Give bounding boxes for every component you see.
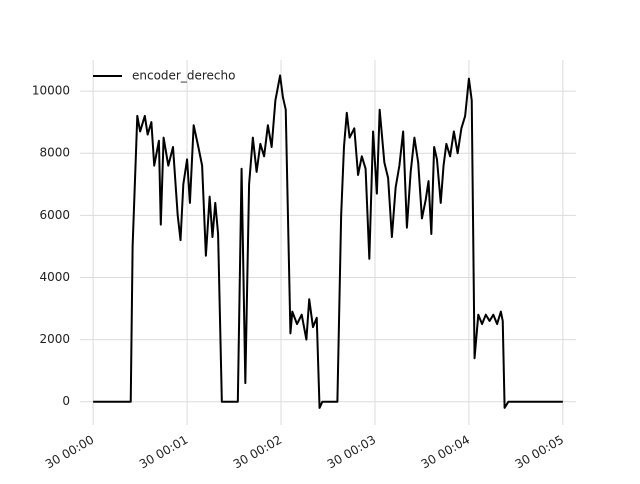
y-tick-label: 10000: [32, 84, 70, 98]
x-tick-label: 30 00:05: [513, 433, 566, 472]
legend-label: encoder_derecho: [132, 69, 235, 83]
x-tick-label: 30 00:01: [137, 433, 190, 472]
y-tick-label: 4000: [39, 270, 70, 284]
y-tick-label: 0: [62, 394, 70, 408]
y-tick-label: 6000: [39, 208, 70, 222]
y-tick-label: 8000: [39, 146, 70, 160]
x-tick-label: 30 00:04: [419, 433, 472, 472]
x-tick-label: 30 00:03: [325, 433, 378, 472]
x-tick-label: 30 00:00: [43, 433, 96, 472]
y-tick-label: 2000: [39, 332, 70, 346]
x-tick-label: 30 00:02: [231, 433, 284, 472]
data-line: [93, 74, 563, 409]
